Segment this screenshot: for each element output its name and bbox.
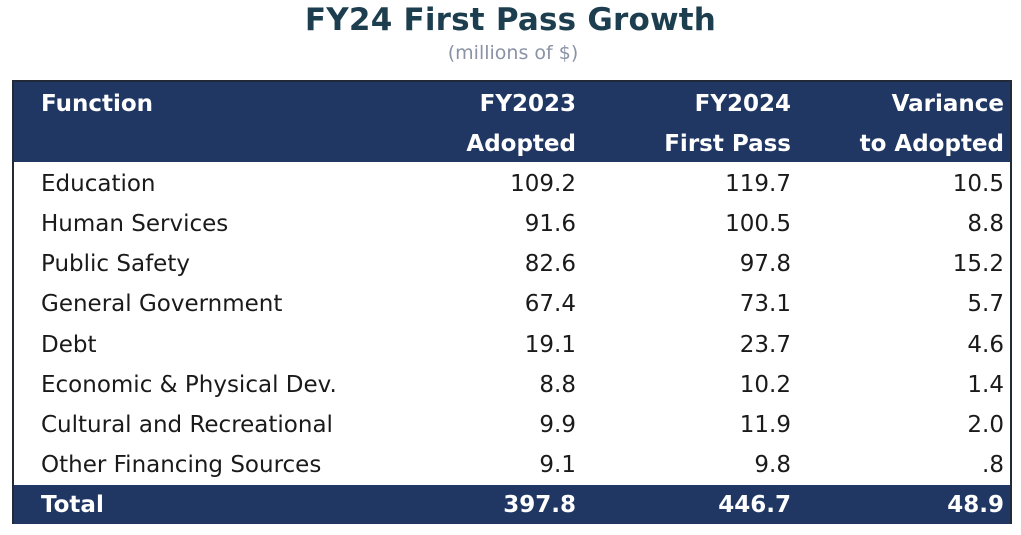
cell-fy2023: 82.6	[524, 251, 576, 277]
cell-fy2024: 100.5	[725, 211, 791, 237]
cell-function: Human Services	[41, 211, 229, 237]
cell-fy2024: 119.7	[725, 171, 791, 197]
cell-variance: 1.4	[967, 372, 1004, 398]
cell-function: Other Financing Sources	[41, 452, 322, 478]
cell-fy2023: 109.2	[510, 171, 576, 197]
cell-fy2023: 67.4	[524, 291, 576, 317]
total-fy2023: 397.8	[503, 492, 576, 518]
cell-variance: 4.6	[967, 332, 1004, 358]
table-row: General Government 67.4 73.1 5.7	[14, 284, 1010, 324]
cell-variance: .8	[982, 452, 1004, 478]
total-variance: 48.9	[947, 492, 1004, 518]
total-label: Total	[41, 492, 104, 518]
header-fy2024-line2: First Pass	[664, 131, 791, 157]
total-fy2024: 446.7	[718, 492, 791, 518]
table-header: Function FY2023 Adopted FY2024 First Pas…	[14, 82, 1010, 162]
cell-fy2023: 9.1	[539, 452, 576, 478]
cell-function: Cultural and Recreational	[41, 412, 333, 438]
cell-variance: 2.0	[967, 412, 1004, 438]
table-row: Other Financing Sources 9.1 9.8 .8	[14, 445, 1010, 485]
table-row: Debt 19.1 23.7 4.6	[14, 325, 1010, 365]
total-row: Total 397.8 446.7 48.9	[14, 485, 1010, 524]
cell-variance: 15.2	[952, 251, 1004, 277]
cell-fy2024: 11.9	[739, 412, 791, 438]
cell-fy2024: 9.8	[754, 452, 791, 478]
cell-fy2023: 19.1	[524, 332, 576, 358]
cell-variance: 10.5	[952, 171, 1004, 197]
cell-fy2024: 97.8	[739, 251, 791, 277]
cell-function: Education	[41, 171, 156, 197]
cell-fy2023: 9.9	[539, 412, 576, 438]
header-fy2023-line2: Adopted	[466, 131, 576, 157]
header-fy2023-line1: FY2023	[479, 91, 576, 117]
table-row: Public Safety 82.6 97.8 15.2	[14, 244, 1010, 284]
cell-fy2023: 91.6	[524, 211, 576, 237]
header-variance-line1: Variance	[891, 91, 1004, 117]
cell-function: General Government	[41, 291, 283, 317]
table-row: Economic & Physical Dev. 8.8 10.2 1.4	[14, 365, 1010, 405]
cell-function: Debt	[41, 332, 97, 358]
cell-fy2023: 8.8	[539, 372, 576, 398]
cell-fy2024: 23.7	[739, 332, 791, 358]
cell-variance: 5.7	[967, 291, 1004, 317]
header-variance-line2: to Adopted	[859, 131, 1004, 157]
page-subtitle: (millions of $)	[447, 42, 579, 64]
cell-function: Economic & Physical Dev.	[41, 372, 337, 398]
budget-table: Function FY2023 Adopted FY2024 First Pas…	[12, 80, 1012, 524]
header-fy2024-line1: FY2024	[694, 91, 791, 117]
table-row: Education 109.2 119.7 10.5	[14, 164, 1010, 204]
cell-fy2024: 73.1	[739, 291, 791, 317]
page-title: FY24 First Pass Growth	[304, 2, 717, 38]
table-row: Cultural and Recreational 9.9 11.9 2.0	[14, 405, 1010, 445]
table-row: Human Services 91.6 100.5 8.8	[14, 204, 1010, 244]
cell-fy2024: 10.2	[739, 372, 791, 398]
cell-variance: 8.8	[967, 211, 1004, 237]
header-function: Function	[41, 91, 154, 117]
cell-function: Public Safety	[41, 251, 190, 277]
